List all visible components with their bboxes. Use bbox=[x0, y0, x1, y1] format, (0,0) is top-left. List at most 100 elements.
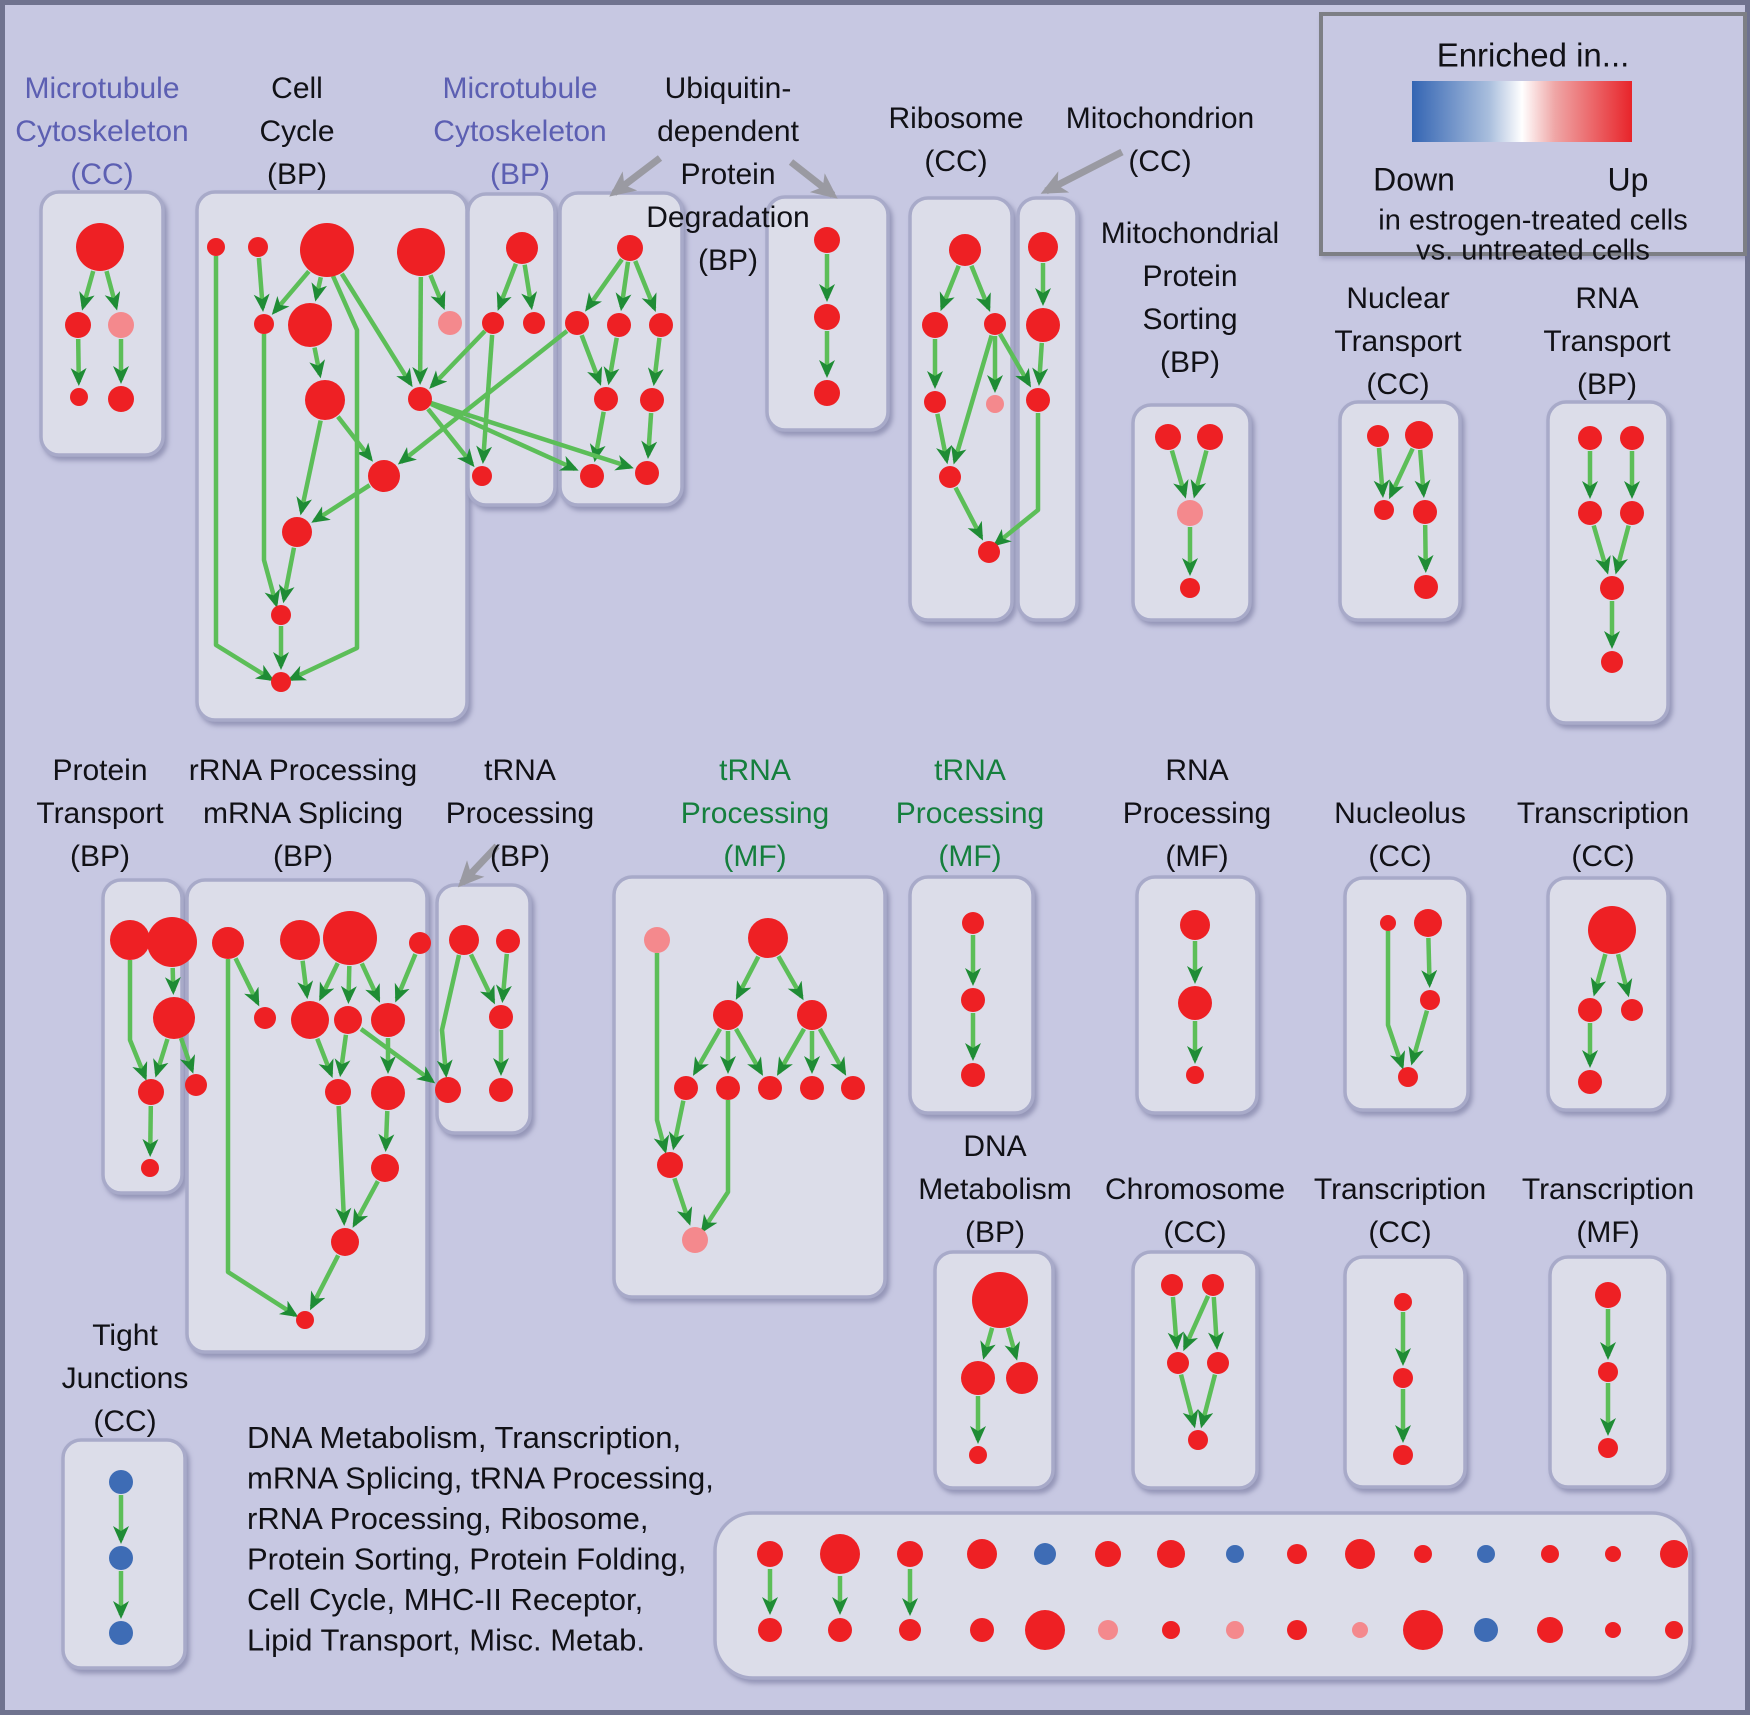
go-term-node bbox=[644, 927, 670, 953]
edge bbox=[998, 332, 1032, 388]
trna-processing-mf2-label: Processing bbox=[896, 797, 1044, 830]
mitochondrion-label: (CC) bbox=[1128, 145, 1191, 178]
go-term-node bbox=[961, 1361, 995, 1395]
transcription-cc3-label: Transcription bbox=[1314, 1173, 1486, 1206]
mitochondrial-protein-sorting-label: (BP) bbox=[1160, 346, 1220, 379]
go-term-node bbox=[489, 1078, 513, 1102]
collapsed-categories-text: rRNA Processing, Ribosome, bbox=[247, 1501, 648, 1536]
edge bbox=[397, 329, 569, 465]
edge bbox=[1408, 1009, 1430, 1066]
rna-processing-mf-label: RNA bbox=[1165, 754, 1228, 787]
label-pointer-arrow bbox=[788, 159, 838, 199]
edge bbox=[969, 264, 991, 312]
ubiquitin-label: Protein bbox=[680, 158, 775, 191]
rna-processing-mf-label: (MF) bbox=[1165, 840, 1228, 873]
go-term-node bbox=[138, 1079, 164, 1105]
edge bbox=[1414, 449, 1431, 499]
go-term-node bbox=[109, 1470, 133, 1494]
edge bbox=[1197, 1374, 1218, 1429]
group-box-nucleolus bbox=[1343, 876, 1470, 1112]
go-term-node bbox=[1034, 1543, 1056, 1565]
edge bbox=[278, 547, 297, 604]
edge bbox=[1182, 1295, 1211, 1352]
edge bbox=[1004, 1327, 1020, 1361]
go-term-node bbox=[371, 1154, 399, 1182]
go-term-node bbox=[1180, 578, 1200, 598]
go-term-node bbox=[1026, 388, 1050, 412]
go-term-node bbox=[280, 920, 320, 960]
go-term-node bbox=[141, 1159, 159, 1177]
go-term-node bbox=[300, 223, 354, 277]
go-term-node bbox=[970, 1618, 994, 1642]
group-box-bottom-strip bbox=[713, 1511, 1692, 1680]
go-term-node bbox=[924, 391, 946, 413]
edge bbox=[953, 486, 984, 541]
legend-subtitle-line2: vs. untreated cells bbox=[1416, 235, 1650, 267]
rrna-mrna-label: mRNA Splicing bbox=[203, 797, 403, 830]
go-term-node bbox=[449, 925, 479, 955]
edge bbox=[1388, 447, 1415, 500]
go-term-node bbox=[108, 386, 134, 412]
go-term-node bbox=[1578, 998, 1602, 1022]
edge bbox=[378, 1110, 395, 1153]
collapsed-categories-text: mRNA Splicing, tRNA Processing, bbox=[247, 1461, 714, 1496]
edge bbox=[430, 401, 579, 472]
edge bbox=[1591, 524, 1611, 575]
edge bbox=[1169, 449, 1189, 499]
edge bbox=[1190, 449, 1209, 499]
go-term-node bbox=[986, 395, 1004, 413]
edge bbox=[1208, 1296, 1225, 1351]
label-pointer-arrow bbox=[1040, 148, 1124, 195]
go-term-node bbox=[408, 387, 432, 411]
edges bbox=[70, 254, 1640, 1619]
go-term-node bbox=[523, 312, 545, 334]
group-box-rna-transport bbox=[1546, 400, 1670, 725]
cell-cycle-label: (BP) bbox=[267, 158, 327, 191]
edge bbox=[734, 1027, 764, 1076]
edge bbox=[1615, 953, 1633, 998]
legend-title: Enriched in... bbox=[1437, 37, 1630, 74]
edge bbox=[1385, 931, 1406, 1070]
edge bbox=[428, 274, 446, 311]
go-term-node bbox=[640, 388, 664, 412]
go-term-node bbox=[254, 314, 274, 334]
go-term-node bbox=[1098, 1620, 1118, 1640]
edge bbox=[603, 337, 620, 386]
edge bbox=[352, 1180, 380, 1228]
edge bbox=[817, 1027, 847, 1076]
edge bbox=[297, 960, 314, 1000]
go-term-node bbox=[1380, 915, 1396, 931]
go-term-node bbox=[1162, 1621, 1180, 1639]
protein-transport-label: (BP) bbox=[70, 840, 130, 873]
edge bbox=[496, 263, 518, 311]
chromosome-label: Chromosome bbox=[1105, 1173, 1285, 1206]
edge bbox=[1178, 1374, 1199, 1429]
edge bbox=[253, 257, 270, 313]
go-term-node bbox=[397, 228, 445, 276]
go-term-node bbox=[296, 1311, 314, 1329]
go-term-node bbox=[371, 1003, 405, 1037]
go-term-node bbox=[1352, 1622, 1368, 1638]
nuclear-transport-label: Transport bbox=[1334, 325, 1462, 358]
go-term-node bbox=[922, 312, 948, 338]
go-term-node bbox=[1287, 1620, 1307, 1640]
edge bbox=[213, 256, 275, 682]
trna-processing-bp-label: (BP) bbox=[490, 840, 550, 873]
go-term-node bbox=[153, 997, 195, 1039]
go-term-node bbox=[1605, 1622, 1621, 1638]
go-term-node bbox=[147, 917, 197, 967]
group-box-microtubule-cytoskeleton-cc bbox=[39, 190, 165, 457]
edge bbox=[1032, 342, 1049, 387]
edge bbox=[495, 953, 512, 1004]
edge bbox=[1612, 524, 1631, 575]
go-term-node bbox=[828, 1618, 852, 1642]
go-term-node bbox=[506, 232, 538, 264]
collapsed-categories-text: Lipid Transport, Misc. Metab. bbox=[247, 1623, 645, 1658]
edge bbox=[935, 413, 952, 465]
go-term-node bbox=[1420, 990, 1440, 1010]
transcription-mf3-label: Transcription bbox=[1522, 1173, 1694, 1206]
go-term-node bbox=[748, 918, 788, 958]
edge bbox=[70, 338, 87, 387]
label-pointer-arrow bbox=[609, 155, 663, 197]
go-term-node bbox=[1601, 651, 1623, 673]
